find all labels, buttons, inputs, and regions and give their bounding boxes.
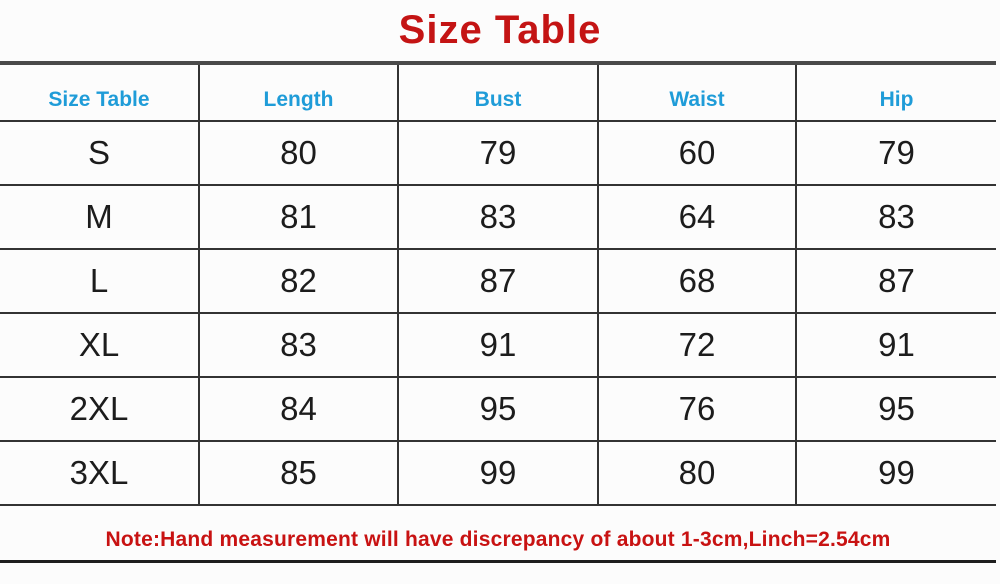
table-cell: 72 [598,313,797,378]
table-cell: 87 [796,249,996,314]
table-cell: 83 [796,185,996,250]
size-table-footer: Note:Hand measurement will have discrepa… [0,505,996,563]
table-row-l: L 82 87 68 87 [0,249,996,314]
size-table-body: S 80 79 60 79 M 81 83 64 83 L 82 87 68 8… [0,121,996,506]
table-row-s: S 80 79 60 79 [0,121,996,186]
measurement-note: Note:Hand measurement will have discrepa… [0,505,996,563]
table-cell: 95 [796,377,996,442]
table-cell: 83 [398,185,599,250]
page-title: Size Table [398,8,602,52]
table-cell: 80 [598,441,797,506]
table-cell: 68 [598,249,797,314]
table-row-xl: XL 83 91 72 91 [0,313,996,378]
table-row-3xl: 3XL 85 99 80 99 [0,441,996,506]
table-row-m: M 81 83 64 83 [0,185,996,250]
table-cell: 91 [796,313,996,378]
table-cell: 79 [796,121,996,186]
table-cell: 80 [199,121,399,186]
table-cell: 95 [398,377,599,442]
table-cell: XL [0,313,200,378]
table-cell: 2XL [0,377,200,442]
header-cell-size: Size Table [0,63,200,122]
table-cell: 87 [398,249,599,314]
table-cell: 85 [199,441,399,506]
table-cell: 64 [598,185,797,250]
table-cell: 3XL [0,441,200,506]
table-cell: 82 [199,249,399,314]
table-cell: 60 [598,121,797,186]
header-cell-length: Length [199,63,399,122]
header-cell-waist: Waist [598,63,797,122]
table-cell: 81 [199,185,399,250]
header-cell-hip: Hip [796,63,996,122]
table-cell: 76 [598,377,797,442]
header-cell-bust: Bust [398,63,599,122]
table-cell: 79 [398,121,599,186]
note-row: Note:Hand measurement will have discrepa… [0,505,996,563]
table-cell: 83 [199,313,399,378]
table-cell: 84 [199,377,399,442]
table-cell: 99 [796,441,996,506]
table-cell: L [0,249,200,314]
table-cell: M [0,185,200,250]
size-table: Size Table Length Bust Waist Hip S 80 79… [0,61,996,563]
table-row-2xl: 2XL 84 95 76 95 [0,377,996,442]
header-row: Size Table Length Bust Waist Hip [0,63,996,122]
table-cell: 91 [398,313,599,378]
size-table-header: Size Table Length Bust Waist Hip [0,63,996,122]
table-cell: 99 [398,441,599,506]
table-cell: S [0,121,200,186]
